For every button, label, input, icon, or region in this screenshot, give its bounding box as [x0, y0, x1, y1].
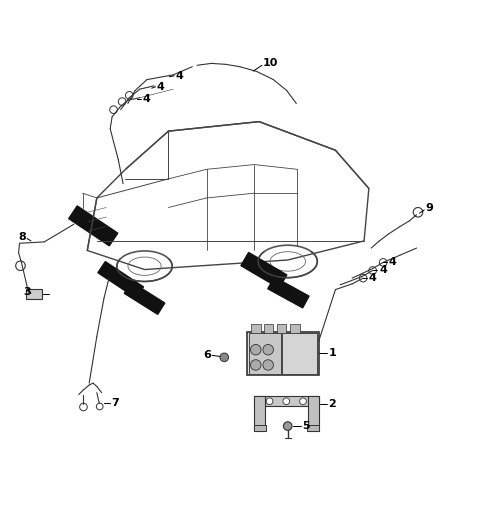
FancyBboxPatch shape [264, 324, 274, 333]
Text: 3: 3 [24, 288, 31, 297]
Circle shape [251, 344, 261, 355]
Circle shape [16, 261, 25, 270]
FancyBboxPatch shape [247, 332, 319, 375]
Polygon shape [241, 253, 287, 288]
Polygon shape [308, 396, 319, 431]
Circle shape [263, 344, 274, 355]
FancyBboxPatch shape [26, 289, 42, 299]
Circle shape [369, 267, 376, 275]
FancyBboxPatch shape [249, 333, 281, 373]
Polygon shape [307, 425, 319, 431]
Text: 4: 4 [369, 273, 377, 283]
Circle shape [110, 106, 117, 113]
Text: 7: 7 [111, 398, 119, 408]
Text: 4: 4 [379, 266, 387, 276]
Circle shape [413, 207, 423, 217]
Circle shape [220, 353, 228, 361]
Text: 6: 6 [204, 350, 211, 360]
Text: 4: 4 [176, 71, 183, 81]
Text: 1: 1 [328, 348, 336, 358]
Polygon shape [69, 206, 118, 246]
Text: 10: 10 [263, 58, 278, 69]
Circle shape [283, 422, 292, 431]
Circle shape [300, 398, 306, 405]
Polygon shape [98, 262, 144, 298]
Circle shape [125, 92, 133, 99]
FancyBboxPatch shape [277, 324, 286, 333]
Circle shape [266, 398, 273, 405]
Circle shape [360, 275, 367, 282]
Text: 9: 9 [425, 203, 433, 213]
Polygon shape [254, 396, 265, 431]
Text: 4: 4 [389, 257, 397, 267]
Circle shape [283, 398, 289, 405]
Polygon shape [124, 282, 165, 314]
Circle shape [96, 403, 103, 410]
FancyBboxPatch shape [251, 324, 261, 333]
Polygon shape [268, 277, 309, 308]
Circle shape [379, 258, 387, 266]
Text: 5: 5 [302, 421, 310, 431]
Text: 8: 8 [18, 232, 26, 242]
Text: 2: 2 [328, 399, 336, 409]
Polygon shape [254, 396, 319, 406]
Circle shape [80, 403, 87, 411]
FancyBboxPatch shape [281, 333, 317, 373]
Circle shape [263, 360, 274, 370]
Text: 4: 4 [143, 94, 151, 103]
Circle shape [118, 98, 126, 106]
Polygon shape [254, 425, 266, 431]
Circle shape [251, 360, 261, 370]
FancyBboxPatch shape [290, 324, 300, 333]
Text: 4: 4 [157, 82, 165, 92]
